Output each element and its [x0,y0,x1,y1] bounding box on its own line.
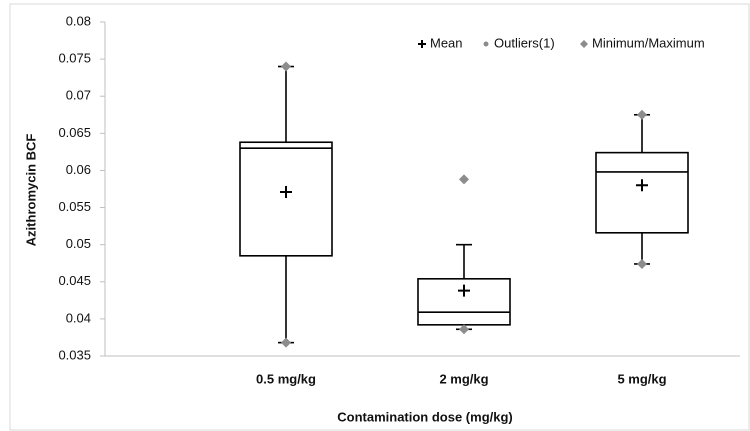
min-max-marker [459,174,469,185]
x-tick-label: 0.5 mg/kg [256,371,316,386]
x-axis-label: Contamination dose (mg/kg) [337,409,513,424]
mean-marker [280,185,292,198]
y-tick-label: 0.045 [58,273,91,288]
min-max-marker [637,109,647,120]
mean-marker [636,179,648,192]
legend-symbol [418,40,426,48]
y-tick-label: 0.035 [58,347,91,362]
box [595,151,689,234]
x-tick-label: 5 mg/kg [617,371,666,386]
box [239,141,333,257]
mean-marker [458,284,470,297]
min-max-marker [637,258,647,269]
x-tick-label: 2 mg/kg [439,371,488,386]
min-max-marker [281,337,291,348]
y-tick-label: 0.08 [66,13,91,28]
legend-label: Minimum/Maximum [592,35,705,50]
y-tick-label: 0.06 [66,162,91,177]
legend-symbol [580,40,588,48]
min-max-marker [459,324,469,335]
legend-symbol [483,41,489,47]
chart-frame [9,3,750,431]
y-tick-label: 0.055 [58,199,91,214]
y-tick-label: 0.075 [58,51,91,66]
y-tick-label: 0.07 [66,88,91,103]
y-tick-label: 0.04 [66,310,91,325]
y-tick-label: 0.05 [66,236,91,251]
legend-label: Mean [430,35,463,50]
min-max-marker [281,61,291,72]
y-tick-label: 0.065 [58,125,91,140]
legend-label: Outliers(1) [494,35,555,50]
y-axis-label: Azithromycin BCF [23,134,38,247]
